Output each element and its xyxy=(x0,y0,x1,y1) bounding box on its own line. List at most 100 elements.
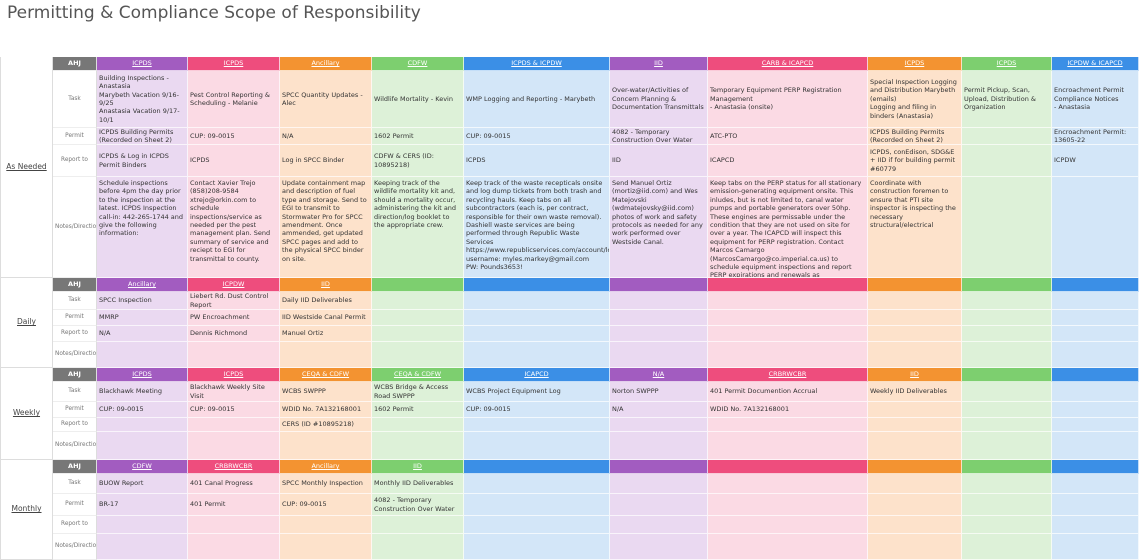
report-cell: Dennis Richmond xyxy=(188,326,280,342)
notes-cell xyxy=(280,534,372,560)
permit-cell xyxy=(464,494,610,516)
permit-cell: Encroachment Permit: 13605-22 xyxy=(1052,128,1139,145)
task-cell: Over-water/Activities of Concern Plannin… xyxy=(610,71,708,128)
task-cell: WCBS Bridge & Access Road SWPPP xyxy=(372,382,464,402)
ahj-header xyxy=(868,460,962,474)
ahj-header xyxy=(1052,460,1139,474)
page-title: Permitting & Compliance Scope of Respons… xyxy=(7,3,421,23)
permit-cell xyxy=(962,310,1052,326)
ahj-header xyxy=(962,278,1052,292)
ahj-header xyxy=(868,278,962,292)
permit-cell xyxy=(610,494,708,516)
ahj-header: Ancillary xyxy=(97,278,188,292)
report-cell xyxy=(610,418,708,432)
row-label: Notes/Direction xyxy=(53,534,97,560)
ahj-header: CRBRWCBR xyxy=(708,368,868,382)
report-cell xyxy=(464,418,610,432)
notes-cell xyxy=(610,534,708,560)
notes-cell xyxy=(962,177,1052,278)
permit-cell: N/A xyxy=(280,128,372,145)
permit-cell: WDID No. 7A132168001 xyxy=(708,402,868,418)
task-cell: Encroachment Permit Compliance Notices -… xyxy=(1052,71,1139,128)
ahj-header: IID xyxy=(280,278,372,292)
task-cell: SPCC Quantity Updates - Alec xyxy=(280,71,372,128)
row-label: Notes/Direction xyxy=(53,432,97,460)
notes-cell: Coordinate with construction foremen to … xyxy=(868,177,962,278)
notes-cell xyxy=(97,432,188,460)
report-cell xyxy=(708,326,868,342)
ahj-header xyxy=(962,368,1052,382)
ahj-header xyxy=(372,278,464,292)
notes-cell xyxy=(1052,432,1139,460)
task-cell: 401 Canal Progress xyxy=(188,474,280,494)
task-cell: Wildlife Mortality - Kevin xyxy=(372,71,464,128)
notes-cell: Contact Xavier Trejo (858)208-9584 xtrej… xyxy=(188,177,280,278)
permit-cell: CUP: 09-0015 xyxy=(97,402,188,418)
ahj-header: ICPDW & ICAPCD xyxy=(1052,57,1139,71)
permit-cell: ICPDS Building Permits (Recorded on Shee… xyxy=(97,128,188,145)
ahj-header: ICPDS xyxy=(868,57,962,71)
task-cell xyxy=(1052,474,1139,494)
ahj-header: ICPDW xyxy=(188,278,280,292)
notes-cell xyxy=(97,342,188,368)
permit-cell: IID Westside Canal Permit xyxy=(280,310,372,326)
row-label: Task xyxy=(53,71,97,128)
permit-cell xyxy=(708,310,868,326)
task-cell xyxy=(962,292,1052,310)
notes-cell: Update containment map and description o… xyxy=(280,177,372,278)
report-cell xyxy=(610,326,708,342)
task-cell: Norton SWPPP xyxy=(610,382,708,402)
notes-cell: Send Manuel Ortiz (mortiz@iid.com) and W… xyxy=(610,177,708,278)
section-label: As Needed xyxy=(0,57,53,278)
permit-cell xyxy=(962,128,1052,145)
task-cell xyxy=(1052,382,1139,402)
row-label: Task xyxy=(53,474,97,494)
report-cell: ICPDS, conEdison, SDG&E + IID if for bui… xyxy=(868,145,962,177)
permit-cell: ATC-PTO xyxy=(708,128,868,145)
permit-cell xyxy=(868,494,962,516)
row-label: Task xyxy=(53,382,97,402)
permit-cell: N/A xyxy=(610,402,708,418)
row-label: Report to xyxy=(53,418,97,432)
ahj-header: CDFW xyxy=(97,460,188,474)
section-label: Daily xyxy=(0,278,53,368)
row-label: Permit xyxy=(53,310,97,326)
permit-cell: CUP: 09-0015 xyxy=(188,128,280,145)
ahj-header: Ancillary xyxy=(280,460,372,474)
notes-cell xyxy=(188,432,280,460)
task-cell: Daily IID Deliverables xyxy=(280,292,372,310)
permit-cell: 4082 - Temporary Construction Over Water xyxy=(372,494,464,516)
notes-cell xyxy=(868,432,962,460)
report-cell: Manuel Ortiz xyxy=(280,326,372,342)
report-cell xyxy=(188,516,280,534)
ahj-header: CEQA & CDFW xyxy=(372,368,464,382)
ahj-header: IID xyxy=(372,460,464,474)
notes-cell: Keep track of the waste recepticals onsi… xyxy=(464,177,610,278)
notes-cell xyxy=(280,432,372,460)
row-label: Permit xyxy=(53,128,97,145)
report-cell xyxy=(868,516,962,534)
task-cell: Blackhawk Meeting xyxy=(97,382,188,402)
permit-cell: MMRP xyxy=(97,310,188,326)
report-cell xyxy=(1052,516,1139,534)
report-cell: ICPDS xyxy=(464,145,610,177)
permit-cell: WDID No. 7A132168001 xyxy=(280,402,372,418)
report-cell xyxy=(372,516,464,534)
task-cell: Permit Pickup, Scan, Upload, Distributio… xyxy=(962,71,1052,128)
permit-cell xyxy=(464,310,610,326)
row-label: Notes/Direction xyxy=(53,342,97,368)
ahj-header xyxy=(464,278,610,292)
notes-cell xyxy=(708,534,868,560)
task-cell: WCBS SWPPP xyxy=(280,382,372,402)
ahj-header: ICPDS xyxy=(188,368,280,382)
permit-cell xyxy=(868,310,962,326)
task-cell xyxy=(372,292,464,310)
permit-cell xyxy=(708,494,868,516)
ahj-header: ICPDS xyxy=(962,57,1052,71)
row-label: AHJ xyxy=(53,368,97,382)
task-cell: 401 Permit Documention Accrual xyxy=(708,382,868,402)
notes-cell xyxy=(962,534,1052,560)
permit-cell: CUP: 09-0015 xyxy=(188,402,280,418)
report-cell xyxy=(464,326,610,342)
row-label: Permit xyxy=(53,494,97,516)
